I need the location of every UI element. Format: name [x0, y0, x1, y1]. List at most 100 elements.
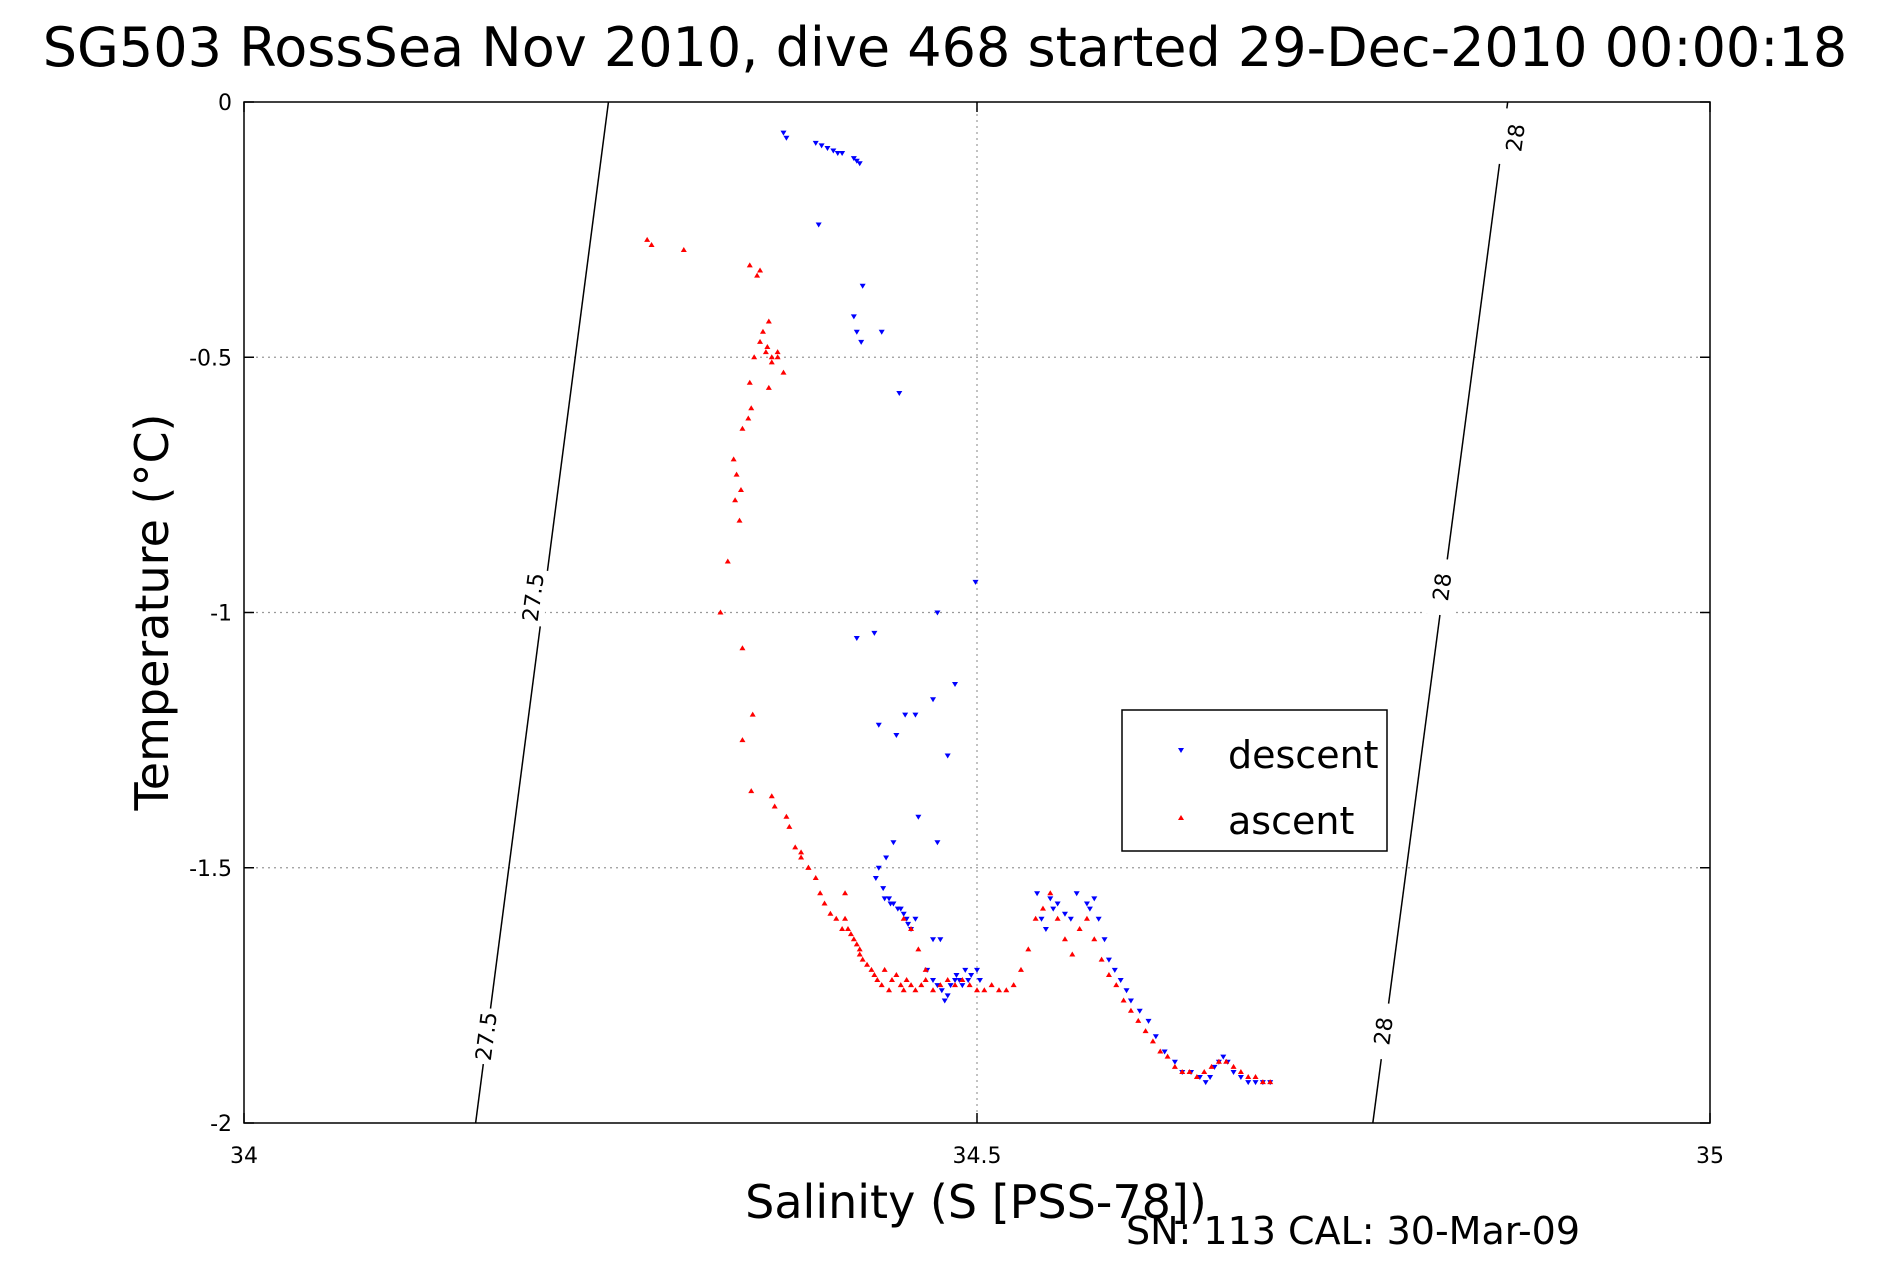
- ascent-point: [1171, 1063, 1178, 1069]
- descent-point: [912, 916, 919, 922]
- descent-point: [871, 630, 878, 636]
- ascent-point: [792, 844, 799, 850]
- descent-point: [1136, 1008, 1143, 1014]
- descent-point: [1202, 1080, 1209, 1086]
- ascent-point: [912, 987, 919, 993]
- descent-point: [858, 339, 865, 345]
- ascent-point: [732, 497, 739, 503]
- ascent-point: [1259, 1079, 1266, 1085]
- ascent-point: [847, 931, 854, 937]
- descent-point: [930, 697, 937, 703]
- ascent-point: [1003, 987, 1010, 993]
- descent-point: [937, 937, 944, 943]
- ascent-point: [908, 982, 915, 988]
- descent-point: [815, 222, 822, 228]
- ascent-point: [859, 956, 866, 962]
- descent-point: [1086, 906, 1093, 912]
- descent-point: [886, 896, 893, 902]
- ascent-point: [959, 977, 966, 983]
- ascent-point: [1267, 1079, 1274, 1085]
- ascent-point: [680, 247, 687, 253]
- ascent-point: [878, 982, 885, 988]
- descent-point: [1127, 998, 1134, 1004]
- ascent-point: [739, 645, 746, 651]
- footer-serial-cal: SN: 113 CAL: 30-Mar-09: [1126, 1209, 1580, 1253]
- ascent-point: [1120, 997, 1127, 1003]
- descent-point: [780, 130, 787, 136]
- descent-point: [853, 636, 860, 642]
- y-tick-label: 0: [218, 91, 232, 116]
- descent-point: [883, 855, 890, 861]
- ascent-point: [746, 379, 753, 385]
- descent-point: [962, 967, 969, 973]
- ascent-point: [717, 609, 724, 615]
- ascent-point: [874, 977, 881, 983]
- ascent-point: [759, 328, 766, 334]
- descent-point: [872, 875, 879, 881]
- ascent-point: [1201, 1068, 1208, 1074]
- descent-point: [875, 865, 882, 871]
- x-tick-label: 35: [1696, 1144, 1724, 1169]
- ascent-point: [1054, 915, 1061, 921]
- y-tick-label: -1.5: [189, 857, 232, 882]
- ascent-point: [944, 977, 951, 983]
- descent-point: [934, 610, 941, 616]
- ascent-point: [868, 966, 875, 972]
- ascent-point: [757, 338, 764, 344]
- descent-point: [941, 998, 948, 1004]
- ascent-point: [748, 788, 755, 794]
- ascent-point: [1142, 1028, 1149, 1034]
- ascent-point: [888, 977, 895, 983]
- ascent-point: [1017, 966, 1024, 972]
- descent-point: [1211, 1064, 1218, 1070]
- ascent-point: [937, 982, 944, 988]
- ascent-point: [1252, 1074, 1259, 1080]
- ascent-point: [844, 926, 851, 932]
- descent-point: [1042, 927, 1049, 933]
- descent-point: [1105, 957, 1112, 963]
- y-axis-label: Temperature (°C): [125, 413, 179, 811]
- descent-point: [938, 988, 945, 994]
- contour-label-gap: [1497, 108, 1533, 168]
- descent-point: [976, 978, 983, 984]
- descent-point: [1171, 1059, 1178, 1065]
- contour-label: 28: [1370, 1016, 1398, 1047]
- descent-point: [856, 161, 863, 167]
- descent-point: [1152, 1034, 1159, 1040]
- descent-point: [953, 972, 960, 978]
- descent-point: [1252, 1080, 1259, 1086]
- contour-label-gap: [1424, 557, 1460, 617]
- descent-point: [880, 886, 887, 892]
- descent-point: [859, 283, 866, 289]
- descent-point: [956, 978, 963, 984]
- legend-descent-marker: [1178, 748, 1184, 753]
- descent-point: [890, 840, 897, 846]
- ascent-point: [1105, 971, 1112, 977]
- ascent-point: [1215, 1058, 1222, 1064]
- y-tick-label: -0.5: [189, 346, 232, 371]
- ascent-point: [900, 915, 907, 921]
- ascent-point: [745, 415, 752, 421]
- ascent-point: [786, 823, 793, 829]
- ascent-point: [922, 977, 929, 983]
- ascent-point: [827, 910, 834, 916]
- descent-point: [1047, 896, 1054, 902]
- x-axis-label: Salinity (S [PSS-78]): [745, 1175, 1207, 1229]
- ascent-point: [903, 977, 910, 983]
- descent-point: [1237, 1075, 1244, 1081]
- descent-point: [952, 681, 959, 687]
- ascent-point: [798, 849, 805, 855]
- ascent-point: [798, 854, 805, 860]
- ascent-point: [1237, 1068, 1244, 1074]
- ascent-point: [1091, 936, 1098, 942]
- descent-point: [1123, 988, 1130, 994]
- descent-point: [893, 733, 900, 739]
- ascent-point: [751, 354, 758, 360]
- ascent-point: [1186, 1068, 1193, 1074]
- ascent-point: [974, 987, 980, 993]
- legend-ascent-marker: [1178, 815, 1184, 820]
- descent-point: [1161, 1049, 1168, 1055]
- ascent-point: [981, 987, 988, 993]
- contour-label: 28: [1429, 572, 1457, 603]
